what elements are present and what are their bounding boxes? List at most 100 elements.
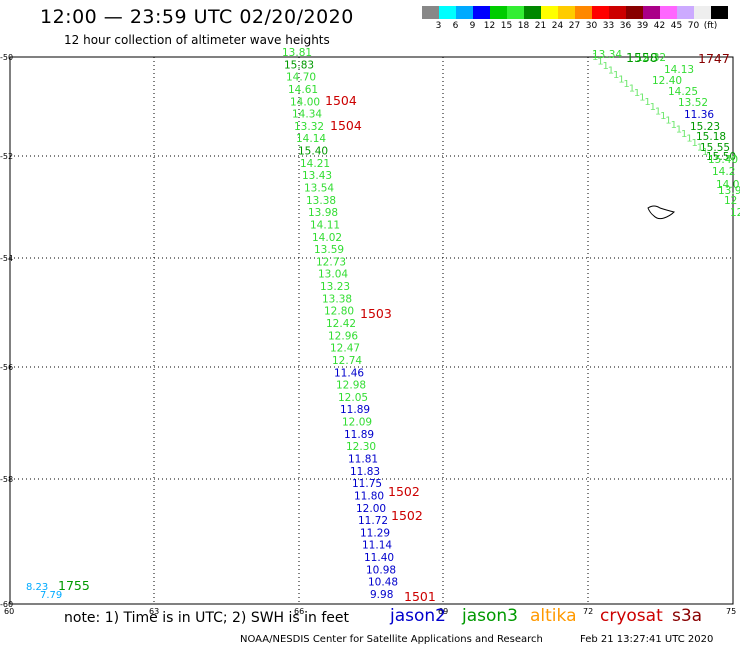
lon-tick-label: 63: [149, 607, 159, 616]
scale-label: 30: [585, 21, 598, 31]
track-value: 11.89: [340, 404, 370, 416]
wave-height-tracks: 13.8115.8314.7014.6114.0014.3413.3214.14…: [26, 47, 740, 604]
time-label: 1558: [626, 50, 658, 65]
track-overlap-mark: 1: [671, 120, 677, 131]
track-value-ne: 14.0: [716, 179, 739, 191]
scale-swatch: [456, 6, 473, 19]
track-value-ne: 15.18: [696, 131, 726, 143]
time-label: 1502: [388, 484, 420, 499]
track-value-ne: 12.40: [652, 75, 682, 87]
scale-swatch: [575, 6, 592, 19]
track-value: 12.47: [330, 343, 360, 355]
scale-label: 33: [602, 21, 615, 31]
scale-swatch: [694, 6, 711, 19]
map-frame: [9, 56, 734, 605]
scale-label: 70: [687, 21, 700, 31]
track-overlap-mark: 1: [692, 138, 698, 149]
track-value-ne: 15.55: [700, 142, 730, 154]
scale-swatch: [524, 6, 541, 19]
scale-label: 36: [619, 21, 632, 31]
track-value: 12.05: [338, 392, 368, 404]
scale-label: 21: [534, 21, 547, 31]
track-value: 11.29: [360, 527, 390, 539]
track-value-ne: 12.32: [636, 52, 666, 64]
track-value: 11.81: [348, 454, 378, 466]
scale-swatch: [473, 6, 490, 19]
note-text: note: 1) Time is in UTC; 2) SWH is in fe…: [64, 610, 350, 626]
track-overlap-mark: 1: [608, 66, 614, 77]
track-value: 11.14: [362, 540, 392, 552]
footer-credit: NOAA/NESDIS Center for Satellite Applica…: [240, 634, 543, 645]
grid-lines: [10, 57, 733, 604]
track-value: 14.02: [312, 232, 342, 244]
scale-label: 6: [452, 21, 459, 31]
track-overlap-mark: 1: [592, 52, 598, 63]
track-value: 13.32: [294, 121, 324, 133]
track-value-ne: 15.23: [690, 121, 720, 133]
track-value: 13.23: [320, 281, 350, 293]
scale-swatch: [626, 6, 643, 19]
track-value: 13.54: [304, 183, 334, 195]
scale-swatch: [592, 6, 609, 19]
track-value: 14.61: [288, 84, 318, 96]
island-outline: [647, 205, 675, 220]
track-value-ne: 14.25: [668, 86, 698, 98]
track-value: 12.09: [342, 417, 372, 429]
track-value-ne: 11.36: [684, 109, 714, 121]
legend-s3a: s3a: [672, 606, 703, 626]
track-value: 11.83: [350, 466, 380, 478]
track-value: 12.74: [332, 355, 362, 367]
track-value-ne: 14.2: [712, 166, 735, 178]
track-value: 10.98: [366, 564, 396, 576]
lat-tick-label: -58: [0, 475, 13, 484]
time-label: 1504: [325, 93, 357, 108]
scale-swatch: [711, 6, 728, 19]
scale-swatch: [490, 6, 507, 19]
track-value: 11.40: [364, 552, 394, 564]
track-value-sw: 7.79: [40, 590, 62, 601]
track-overlap-mark: 1: [650, 102, 656, 113]
page-subtitle: 12 hour collection of altimeter wave hei…: [64, 33, 330, 47]
track-overlap-mark: 1: [665, 115, 671, 126]
lon-tick-label: 72: [583, 607, 593, 616]
lat-tick-label: -56: [0, 363, 13, 372]
time-label: 1501: [404, 589, 436, 604]
time-label: 1503: [360, 306, 392, 321]
time-label: 1502: [391, 508, 423, 523]
track-overlap-mark: 1: [629, 84, 635, 95]
track-value-ne: 12: [730, 207, 740, 219]
scale-label: 24: [551, 21, 564, 31]
legend-jason2: jason2: [390, 606, 446, 626]
scale-label: 15: [500, 21, 513, 31]
track-value: 12.80: [324, 306, 354, 318]
scale-label: 9: [469, 21, 476, 31]
track-value: 13.59: [314, 244, 344, 256]
lon-tick-label: 69: [438, 607, 448, 616]
track-overlap-mark: 1: [686, 133, 692, 144]
track-value: 12.96: [328, 330, 358, 342]
track-value: 13.38: [322, 293, 352, 305]
footer-timestamp: Feb 21 13:27:41 UTC 2020: [580, 634, 714, 645]
scale-label: 3: [435, 21, 442, 31]
scale-swatch: [677, 6, 694, 19]
track-overlap-mark: 1: [676, 124, 682, 135]
track-value: 13.81: [282, 47, 312, 59]
track-value: 13.38: [306, 195, 336, 207]
track-overlap-mark: 1: [655, 106, 661, 117]
track-value-ne: 15.50: [706, 151, 736, 163]
track-value: 13.04: [318, 269, 348, 281]
scale-label: 18: [517, 21, 530, 31]
track-value: 11.80: [354, 491, 384, 503]
track-overlap-mark: 1: [597, 57, 603, 68]
track-value: 14.14: [296, 133, 326, 145]
scale-swatch: [609, 6, 626, 19]
track-overlap-mark: 1: [613, 70, 619, 81]
track-value-ne: 13.34: [592, 49, 622, 61]
legend-jason3: jason3: [462, 606, 518, 626]
track-overlap-mark: 1: [603, 61, 609, 72]
track-value: 13.98: [308, 207, 338, 219]
lat-tick-label: -60: [0, 600, 13, 609]
track-value-ne: 12: [724, 195, 737, 207]
scale-swatch: [439, 6, 456, 19]
